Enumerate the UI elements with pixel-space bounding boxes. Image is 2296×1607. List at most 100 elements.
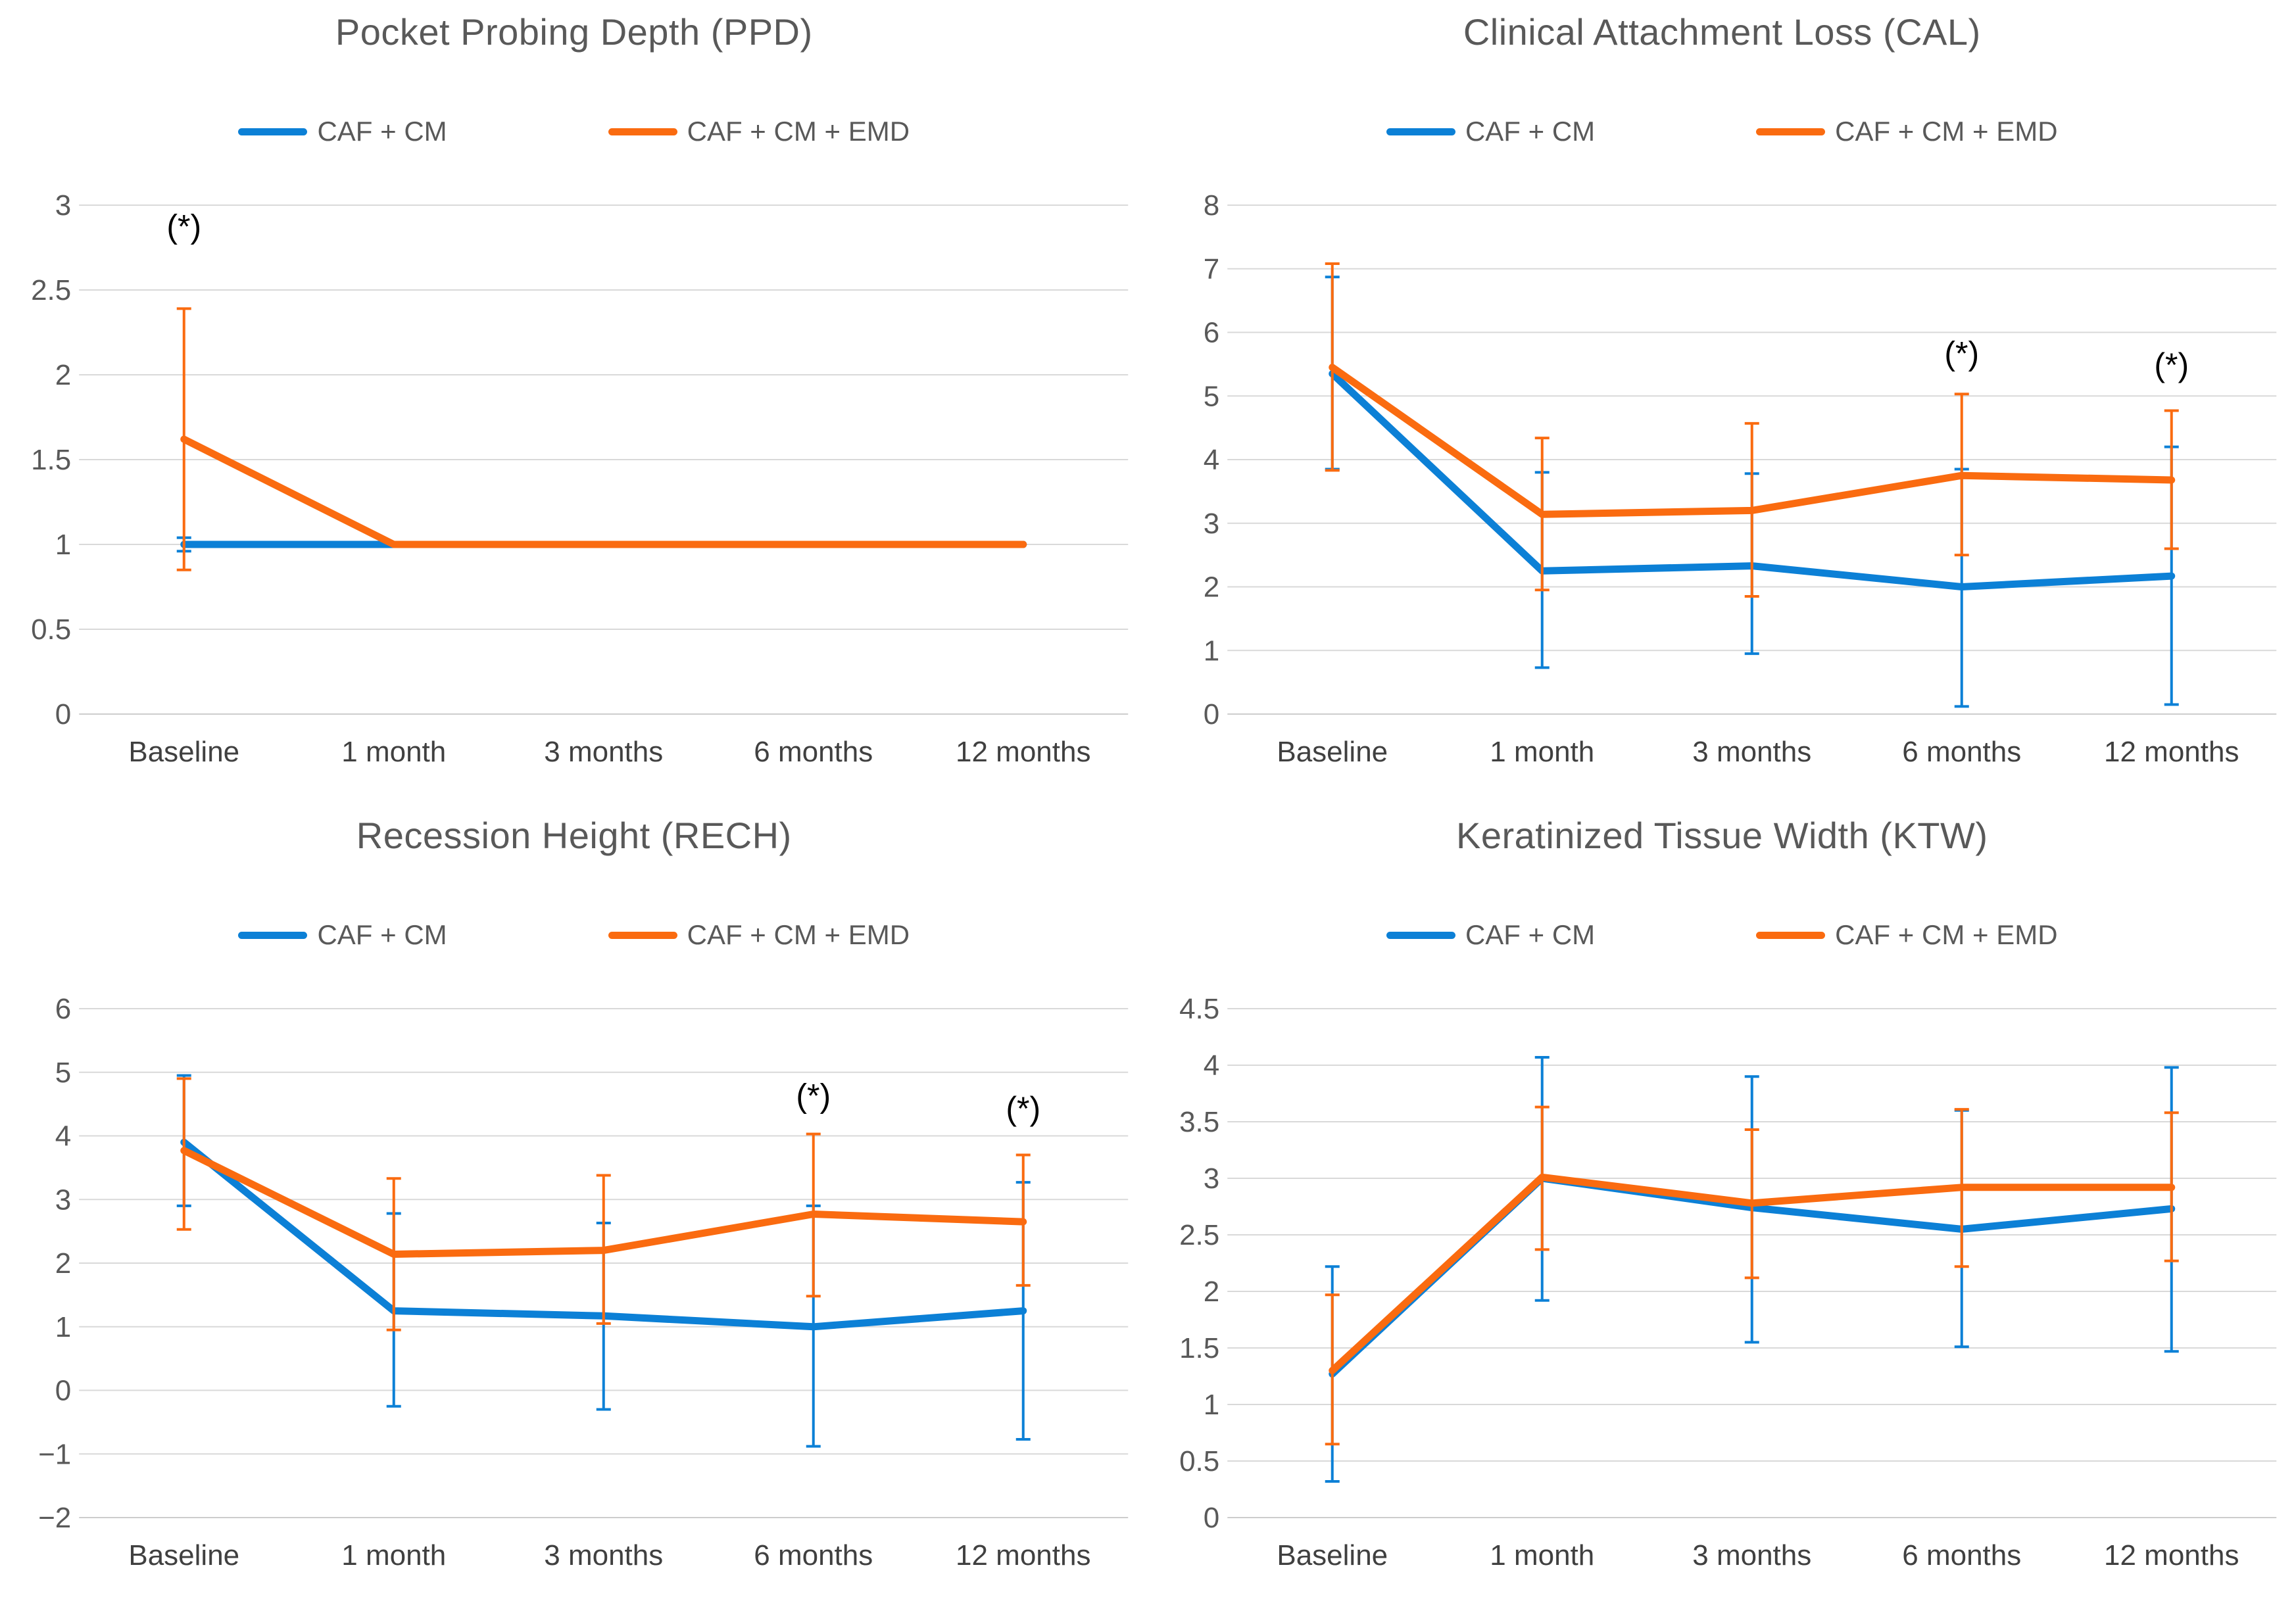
chart-cal: Clinical Attachment Loss (CAL) CAF + CM … xyxy=(1148,0,2296,804)
legend-item-caf-cm: CAF + CM xyxy=(238,116,447,147)
chart-ppd: Pocket Probing Depth (PPD) CAF + CM CAF … xyxy=(0,0,1148,804)
x-category-label: 1 month xyxy=(341,736,446,768)
x-category-label: Baseline xyxy=(1277,1539,1388,1571)
y-tick-label: 4.5 xyxy=(1179,993,1219,1025)
x-category-label: 12 months xyxy=(956,1539,1090,1571)
y-tick-label: 2 xyxy=(55,1247,71,1280)
legend-label: CAF + CM xyxy=(1465,919,1596,950)
y-tick-label: 4 xyxy=(1203,444,1219,476)
x-category-label: 12 months xyxy=(2104,736,2239,768)
y-tick-label: 0.5 xyxy=(1179,1445,1219,1477)
chart-title: Pocket Probing Depth (PPD) xyxy=(335,11,813,53)
plot-rech: −2 −1 0 1 2 3 4 5 6 Baseline 1 month 3 months 6 mont… xyxy=(38,993,1129,1571)
legend-item-caf-cm-emd: CAF + CM + EMD xyxy=(608,919,910,951)
y-tick-label: 3 xyxy=(55,189,71,222)
y-tick-label: 0 xyxy=(55,1375,71,1407)
legend-line-swatch-blue xyxy=(1386,128,1455,135)
chart-legend: CAF + CM CAF + CM + EMD xyxy=(0,116,1148,147)
legend-line-swatch-orange xyxy=(1756,128,1826,135)
x-category-label: 3 months xyxy=(544,736,663,768)
chart-legend: CAF + CM CAF + CM + EMD xyxy=(1148,116,2296,147)
annotation-asterisk: (*) xyxy=(166,208,201,245)
y-tick-label: 6 xyxy=(55,993,71,1025)
y-tick-label: 3 xyxy=(55,1184,71,1216)
x-category-label: Baseline xyxy=(128,736,239,768)
x-category-label: 12 months xyxy=(956,736,1090,768)
y-tick-label: 6 xyxy=(1203,317,1219,349)
y-tick-label: 0 xyxy=(55,698,71,731)
legend-label: CAF + CM + EMD xyxy=(1835,919,2058,950)
legend-label: CAF + CM + EMD xyxy=(1835,116,2058,147)
legend-line-swatch-orange xyxy=(608,128,677,135)
chart-title: Keratinized Tissue Width (KTW) xyxy=(1455,815,1988,856)
y-tick-label: 2.5 xyxy=(31,274,71,306)
chart-title: Clinical Attachment Loss (CAL) xyxy=(1463,11,1981,53)
plot-cal: 0 1 2 3 4 5 6 7 8 Baseline 1 month 3 months 6 months… xyxy=(1203,189,2276,768)
legend-line-swatch-orange xyxy=(608,931,677,939)
y-tick-label: 5 xyxy=(55,1057,71,1089)
y-tick-label: 3 xyxy=(1203,508,1219,540)
x-category-label: 3 months xyxy=(544,1539,663,1571)
x-category-label: 6 months xyxy=(754,736,873,768)
legend-item-caf-cm: CAF + CM xyxy=(1386,919,1595,951)
annotation-asterisk: (*) xyxy=(2154,347,2189,383)
chart-title: Recession Height (RECH) xyxy=(356,815,792,856)
annotation-asterisk: (*) xyxy=(796,1078,831,1115)
legend-item-caf-cm: CAF + CM xyxy=(1386,116,1595,147)
legend-line-swatch-orange xyxy=(1756,931,1826,939)
y-tick-label: 7 xyxy=(1203,253,1219,285)
y-tick-label: 2 xyxy=(55,359,71,391)
x-category-label: 12 months xyxy=(2104,1539,2239,1571)
x-category-label: 6 months xyxy=(754,1539,873,1571)
chart-legend: CAF + CM CAF + CM + EMD xyxy=(1148,919,2296,951)
y-tick-label: −1 xyxy=(38,1438,71,1470)
y-tick-label: 3.5 xyxy=(1179,1106,1219,1138)
y-tick-label: 4 xyxy=(1203,1049,1219,1082)
x-category-label: Baseline xyxy=(128,1539,239,1571)
y-tick-label: 1.5 xyxy=(1179,1332,1219,1364)
chart-rech: Recession Height (RECH) CAF + CM CAF + C… xyxy=(0,804,1148,1607)
y-tick-label: 5 xyxy=(1203,380,1219,412)
y-tick-label: 1.5 xyxy=(31,444,71,476)
legend-item-caf-cm-emd: CAF + CM + EMD xyxy=(1756,116,2058,147)
x-category-label: 6 months xyxy=(1902,1539,2021,1571)
x-category-label: Baseline xyxy=(1277,736,1388,768)
chart-ktw: Keratinized Tissue Width (KTW) CAF + CM … xyxy=(1148,804,2296,1607)
y-tick-label: 2 xyxy=(1203,1276,1219,1308)
y-tick-label: 0 xyxy=(1203,1502,1219,1534)
y-tick-label: 2.5 xyxy=(1179,1219,1219,1251)
series-line xyxy=(180,435,1027,548)
legend-item-caf-cm-emd: CAF + CM + EMD xyxy=(608,116,910,147)
legend-line-swatch-blue xyxy=(238,128,308,135)
legend-label: CAF + CM xyxy=(317,919,447,950)
y-tick-label: 8 xyxy=(1203,189,1219,222)
legend-label: CAF + CM + EMD xyxy=(687,116,910,147)
y-tick-label: 1 xyxy=(55,1311,71,1343)
chart-legend: CAF + CM CAF + CM + EMD xyxy=(0,919,1148,951)
y-tick-label: 4 xyxy=(55,1120,71,1153)
plot-ktw: 0 0.5 1 1.5 2 2.5 3 3.5 4 4.5 Baseline 1 month 3 mon… xyxy=(1179,993,2276,1571)
annotation-asterisk: (*) xyxy=(1944,335,1979,372)
y-tick-label: −2 xyxy=(38,1502,71,1534)
x-category-label: 3 months xyxy=(1692,736,1811,768)
y-tick-label: 1 xyxy=(1203,1389,1219,1421)
y-tick-label: 1 xyxy=(55,529,71,561)
legend-label: CAF + CM xyxy=(317,116,447,147)
legend-item-caf-cm-emd: CAF + CM + EMD xyxy=(1756,919,2058,951)
y-tick-label: 3 xyxy=(1203,1163,1219,1195)
x-category-label: 1 month xyxy=(1490,736,1594,768)
legend-line-swatch-blue xyxy=(238,931,308,939)
annotation-asterisk: (*) xyxy=(1006,1090,1040,1127)
legend-label: CAF + CM xyxy=(1465,116,1596,147)
legend-item-caf-cm: CAF + CM xyxy=(238,919,447,951)
x-category-label: 1 month xyxy=(341,1539,446,1571)
legend-label: CAF + CM + EMD xyxy=(687,919,910,950)
x-category-label: 6 months xyxy=(1902,736,2021,768)
plot-ppd: 0 0.5 1 1.5 2 2.5 3 Baseline 1 month 3 months 6 mo… xyxy=(31,189,1129,768)
x-category-label: 3 months xyxy=(1692,1539,1811,1571)
y-tick-label: 1 xyxy=(1203,635,1219,667)
legend-line-swatch-blue xyxy=(1386,931,1455,939)
y-tick-label: 2 xyxy=(1203,571,1219,604)
x-category-label: 1 month xyxy=(1490,1539,1594,1571)
